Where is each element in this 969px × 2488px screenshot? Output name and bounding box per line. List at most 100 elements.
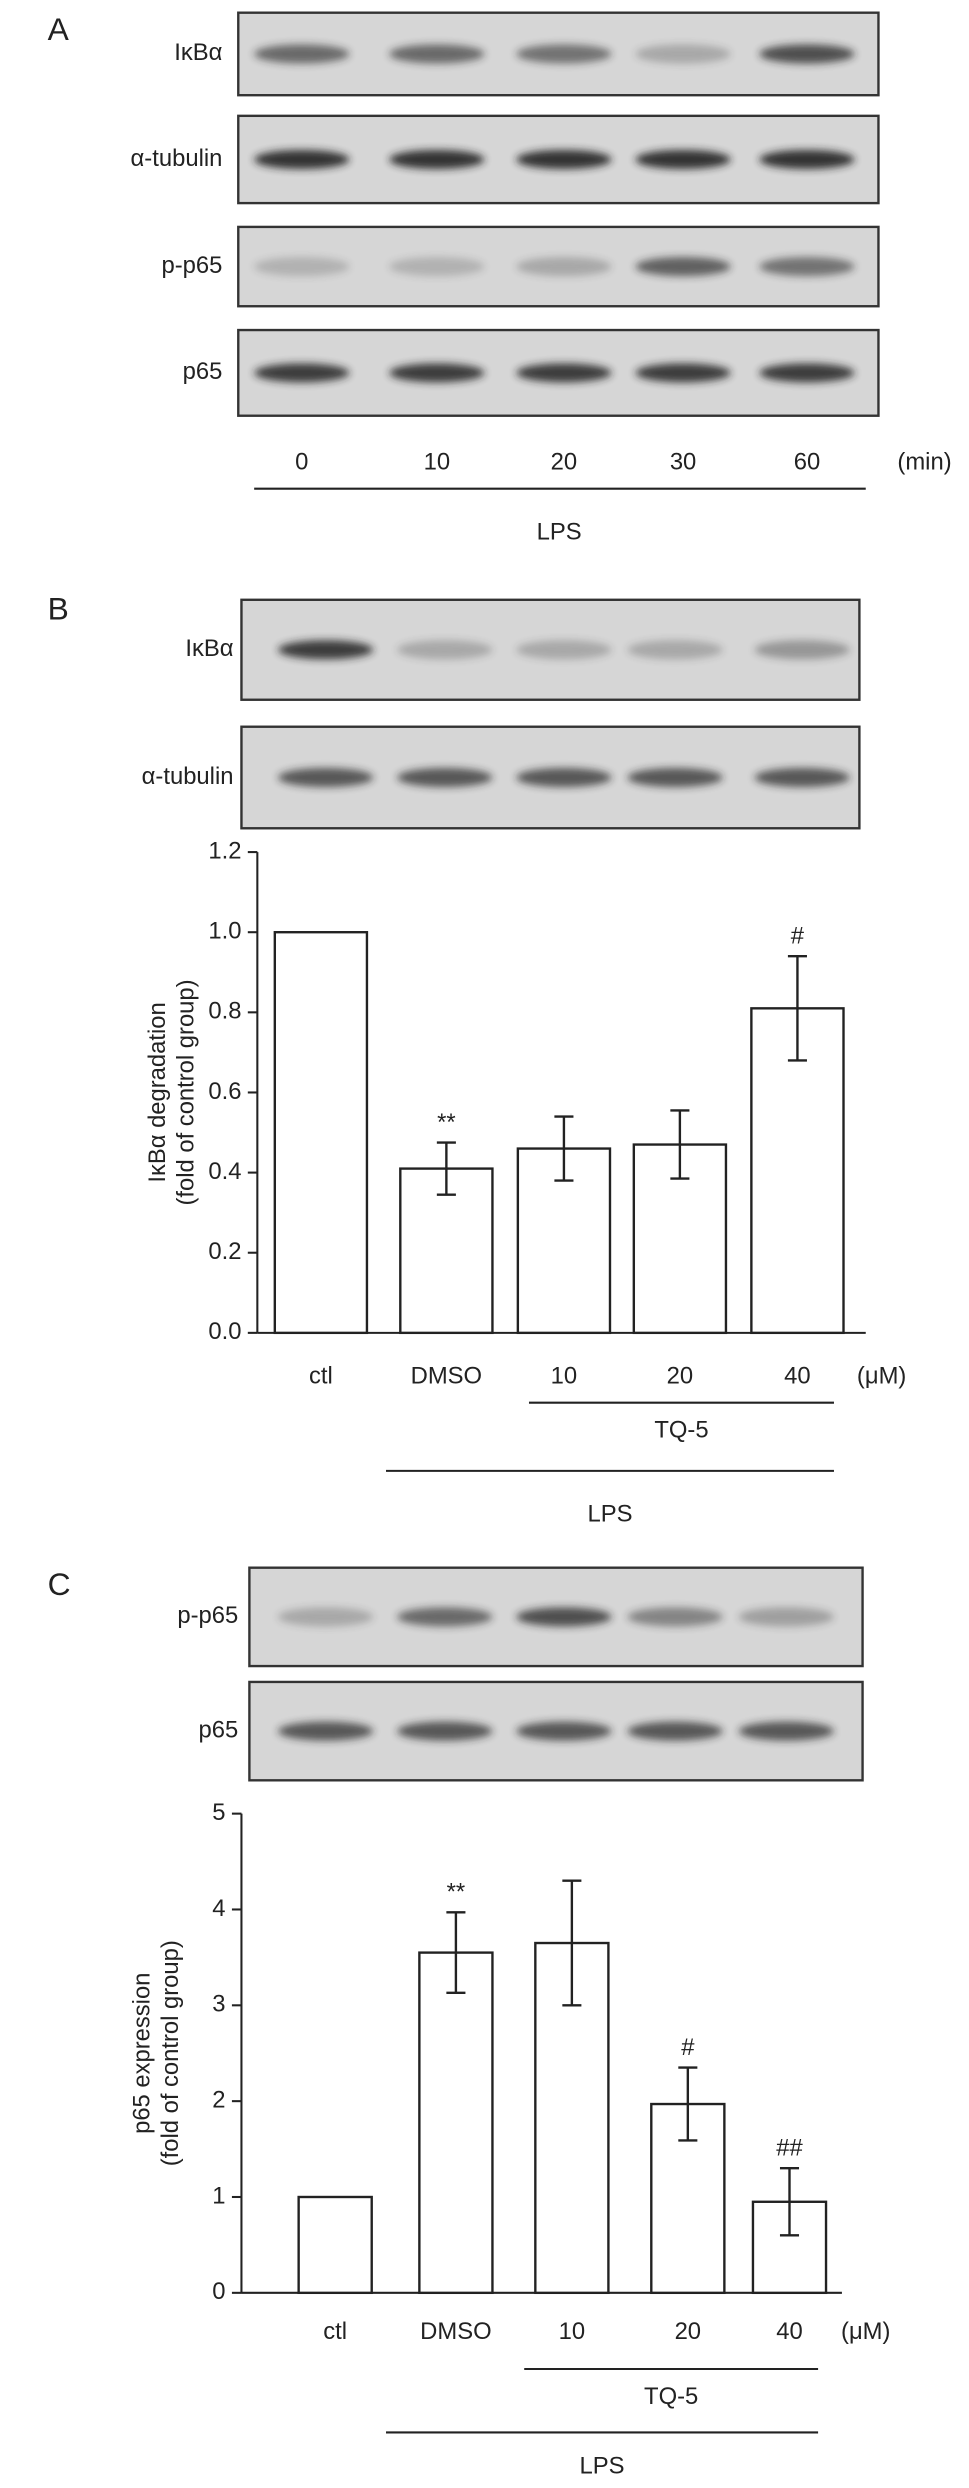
band (635, 363, 731, 383)
bar (297, 2195, 373, 2295)
band (277, 640, 374, 660)
band (254, 149, 350, 169)
band (759, 363, 855, 383)
y-tick-label: 0.6 (208, 1078, 241, 1105)
error-bar (787, 955, 807, 1062)
band (516, 1607, 612, 1627)
y-tick-label: 4 (212, 1895, 225, 1922)
band (389, 257, 485, 277)
x-tick-label: 40 (784, 1363, 810, 1390)
bar (516, 1147, 612, 1335)
annotation: ** (437, 1109, 456, 1136)
blot-label: p65 (183, 358, 223, 385)
y-tick-label: 0.4 (208, 1158, 241, 1185)
band (516, 767, 612, 788)
panel-letter: C (48, 1566, 71, 1602)
y-tick-label: 0 (212, 2278, 225, 2305)
group-label: LPS (537, 518, 582, 545)
band (254, 363, 350, 383)
band (635, 149, 731, 169)
band (389, 44, 485, 64)
x-tick-label: 20 (667, 1363, 693, 1390)
band (759, 44, 855, 64)
band (277, 767, 374, 788)
bar (273, 931, 369, 1335)
band (397, 1721, 493, 1741)
x-tick-label: DMSO (420, 2318, 491, 2345)
y-tick-label: 0.2 (208, 1238, 241, 1265)
y-tick-label: 3 (212, 1991, 225, 2018)
annotation: # (791, 923, 805, 950)
band (759, 257, 855, 277)
group-label: TQ-5 (644, 2383, 698, 2410)
band (635, 44, 731, 64)
panel-letter: A (48, 11, 70, 47)
unit-label: (μM) (857, 1363, 906, 1390)
error-bar (678, 2066, 698, 2142)
group-label: LPS (587, 1501, 632, 1528)
band (627, 1721, 723, 1741)
band (759, 149, 855, 169)
lane-label: 0 (295, 449, 308, 476)
error-bar (446, 1911, 466, 1995)
annotation: ** (447, 1879, 466, 1906)
blot-label: IκBα (185, 635, 233, 662)
unit-label: (min) (897, 449, 951, 476)
lane-label: 60 (794, 449, 820, 476)
band (516, 363, 612, 383)
error-bar (562, 1879, 582, 2007)
blot-label: α-tubulin (142, 763, 234, 790)
y-tick-label: 1.0 (208, 918, 241, 945)
annotation: # (681, 2034, 695, 2061)
x-tick-label: 20 (675, 2318, 701, 2345)
band (754, 767, 850, 788)
lane-label: 10 (424, 449, 450, 476)
band (754, 640, 850, 660)
y-tick-label: 0.0 (208, 1318, 241, 1345)
x-tick-label: DMSO (411, 1363, 482, 1390)
blot-label: IκBα (174, 39, 222, 66)
unit-label: (μM) (841, 2318, 890, 2345)
error-bar (554, 1115, 574, 1182)
band (397, 767, 493, 788)
y-tick-label: 0.8 (208, 998, 241, 1025)
band (627, 640, 723, 660)
band (738, 1721, 834, 1741)
band (516, 1721, 612, 1741)
blot-label: α-tubulin (131, 145, 223, 172)
y-axis-label: (fold of control group) (173, 979, 200, 1205)
x-tick-label: 10 (559, 2318, 585, 2345)
y-tick-label: 1.2 (208, 837, 241, 864)
band (516, 149, 612, 169)
y-tick-label: 5 (212, 1799, 225, 1826)
band (254, 44, 350, 64)
y-axis-label: p65 expression (128, 1973, 155, 2134)
band (516, 257, 612, 277)
y-axis-label: (fold of control group) (157, 1940, 184, 2166)
annotation: ## (776, 2135, 803, 2162)
blot-label: p-p65 (161, 252, 222, 279)
band (389, 149, 485, 169)
lane-label: 30 (670, 449, 696, 476)
error-bar (779, 2167, 800, 2237)
bar (418, 1951, 494, 2295)
y-tick-label: 1 (212, 2182, 225, 2209)
band (627, 1607, 723, 1627)
band (397, 640, 493, 660)
x-tick-label: ctl (323, 2318, 347, 2345)
band (635, 257, 731, 277)
band (277, 1721, 374, 1741)
band (397, 1607, 493, 1627)
lane-label: 20 (551, 449, 577, 476)
band (627, 767, 723, 788)
band (277, 1607, 374, 1627)
group-label: TQ-5 (654, 1417, 708, 1444)
blot-label: p-p65 (177, 1602, 238, 1629)
y-axis-label: IκBα degradation (144, 1002, 171, 1182)
group-label: LPS (580, 2453, 625, 2480)
x-tick-label: 10 (551, 1363, 577, 1390)
x-tick-label: ctl (309, 1363, 333, 1390)
error-bar (436, 1141, 456, 1196)
error-bar (670, 1109, 690, 1180)
